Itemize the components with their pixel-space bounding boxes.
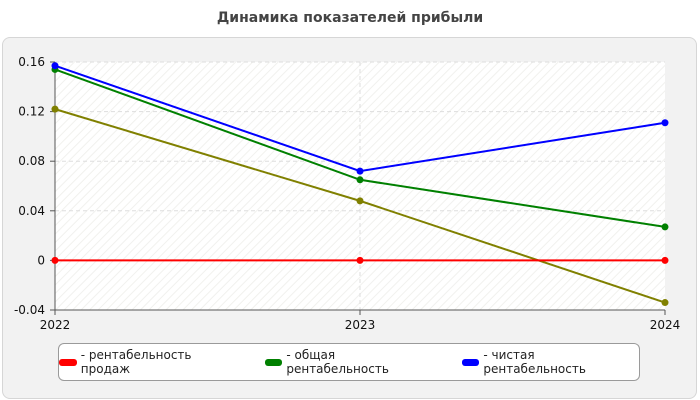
y-tick-label: 0.08 — [18, 154, 45, 168]
x-tick-label: 2023 — [345, 318, 376, 332]
y-tick-label: 0.16 — [18, 55, 45, 69]
legend-item-net: - чистая рентабельность — [461, 348, 639, 376]
data-point — [356, 197, 364, 205]
legend-swatch — [461, 358, 480, 366]
legend-label: - рентабельность продаж — [80, 348, 192, 376]
legend: - рентабельность продаж - общая рентабел… — [58, 343, 640, 381]
data-point — [661, 223, 669, 231]
data-point — [51, 256, 59, 264]
legend-swatch — [264, 358, 283, 366]
y-tick-label: 0.12 — [18, 105, 45, 119]
data-point — [661, 256, 669, 264]
x-tick-label: 2022 — [40, 318, 71, 332]
data-point — [661, 299, 669, 307]
x-tick-label: 2024 — [650, 318, 681, 332]
data-point — [356, 256, 364, 264]
data-point — [51, 105, 59, 113]
data-point — [356, 167, 364, 175]
legend-item-general: - общая рентабельность — [264, 348, 440, 376]
data-point — [661, 119, 669, 127]
data-point — [356, 176, 364, 184]
axes: -0.04 0 0.04 0.08 0.12 0.16 2022 2023 2024 — [14, 55, 680, 332]
y-tick-label: 0 — [37, 253, 45, 267]
legend-label: - чистая рентабельность — [483, 348, 586, 376]
data-point — [51, 62, 59, 70]
y-tick-label: 0.04 — [18, 204, 45, 218]
series-group — [51, 62, 669, 307]
legend-label: - общая рентабельность — [286, 348, 389, 376]
y-tick-label: -0.04 — [14, 303, 45, 317]
legend-swatch — [59, 358, 77, 366]
chart-title: Динамика показателей прибыли — [216, 10, 484, 26]
legend-item-sales: - рентабельность продаж — [59, 348, 243, 376]
